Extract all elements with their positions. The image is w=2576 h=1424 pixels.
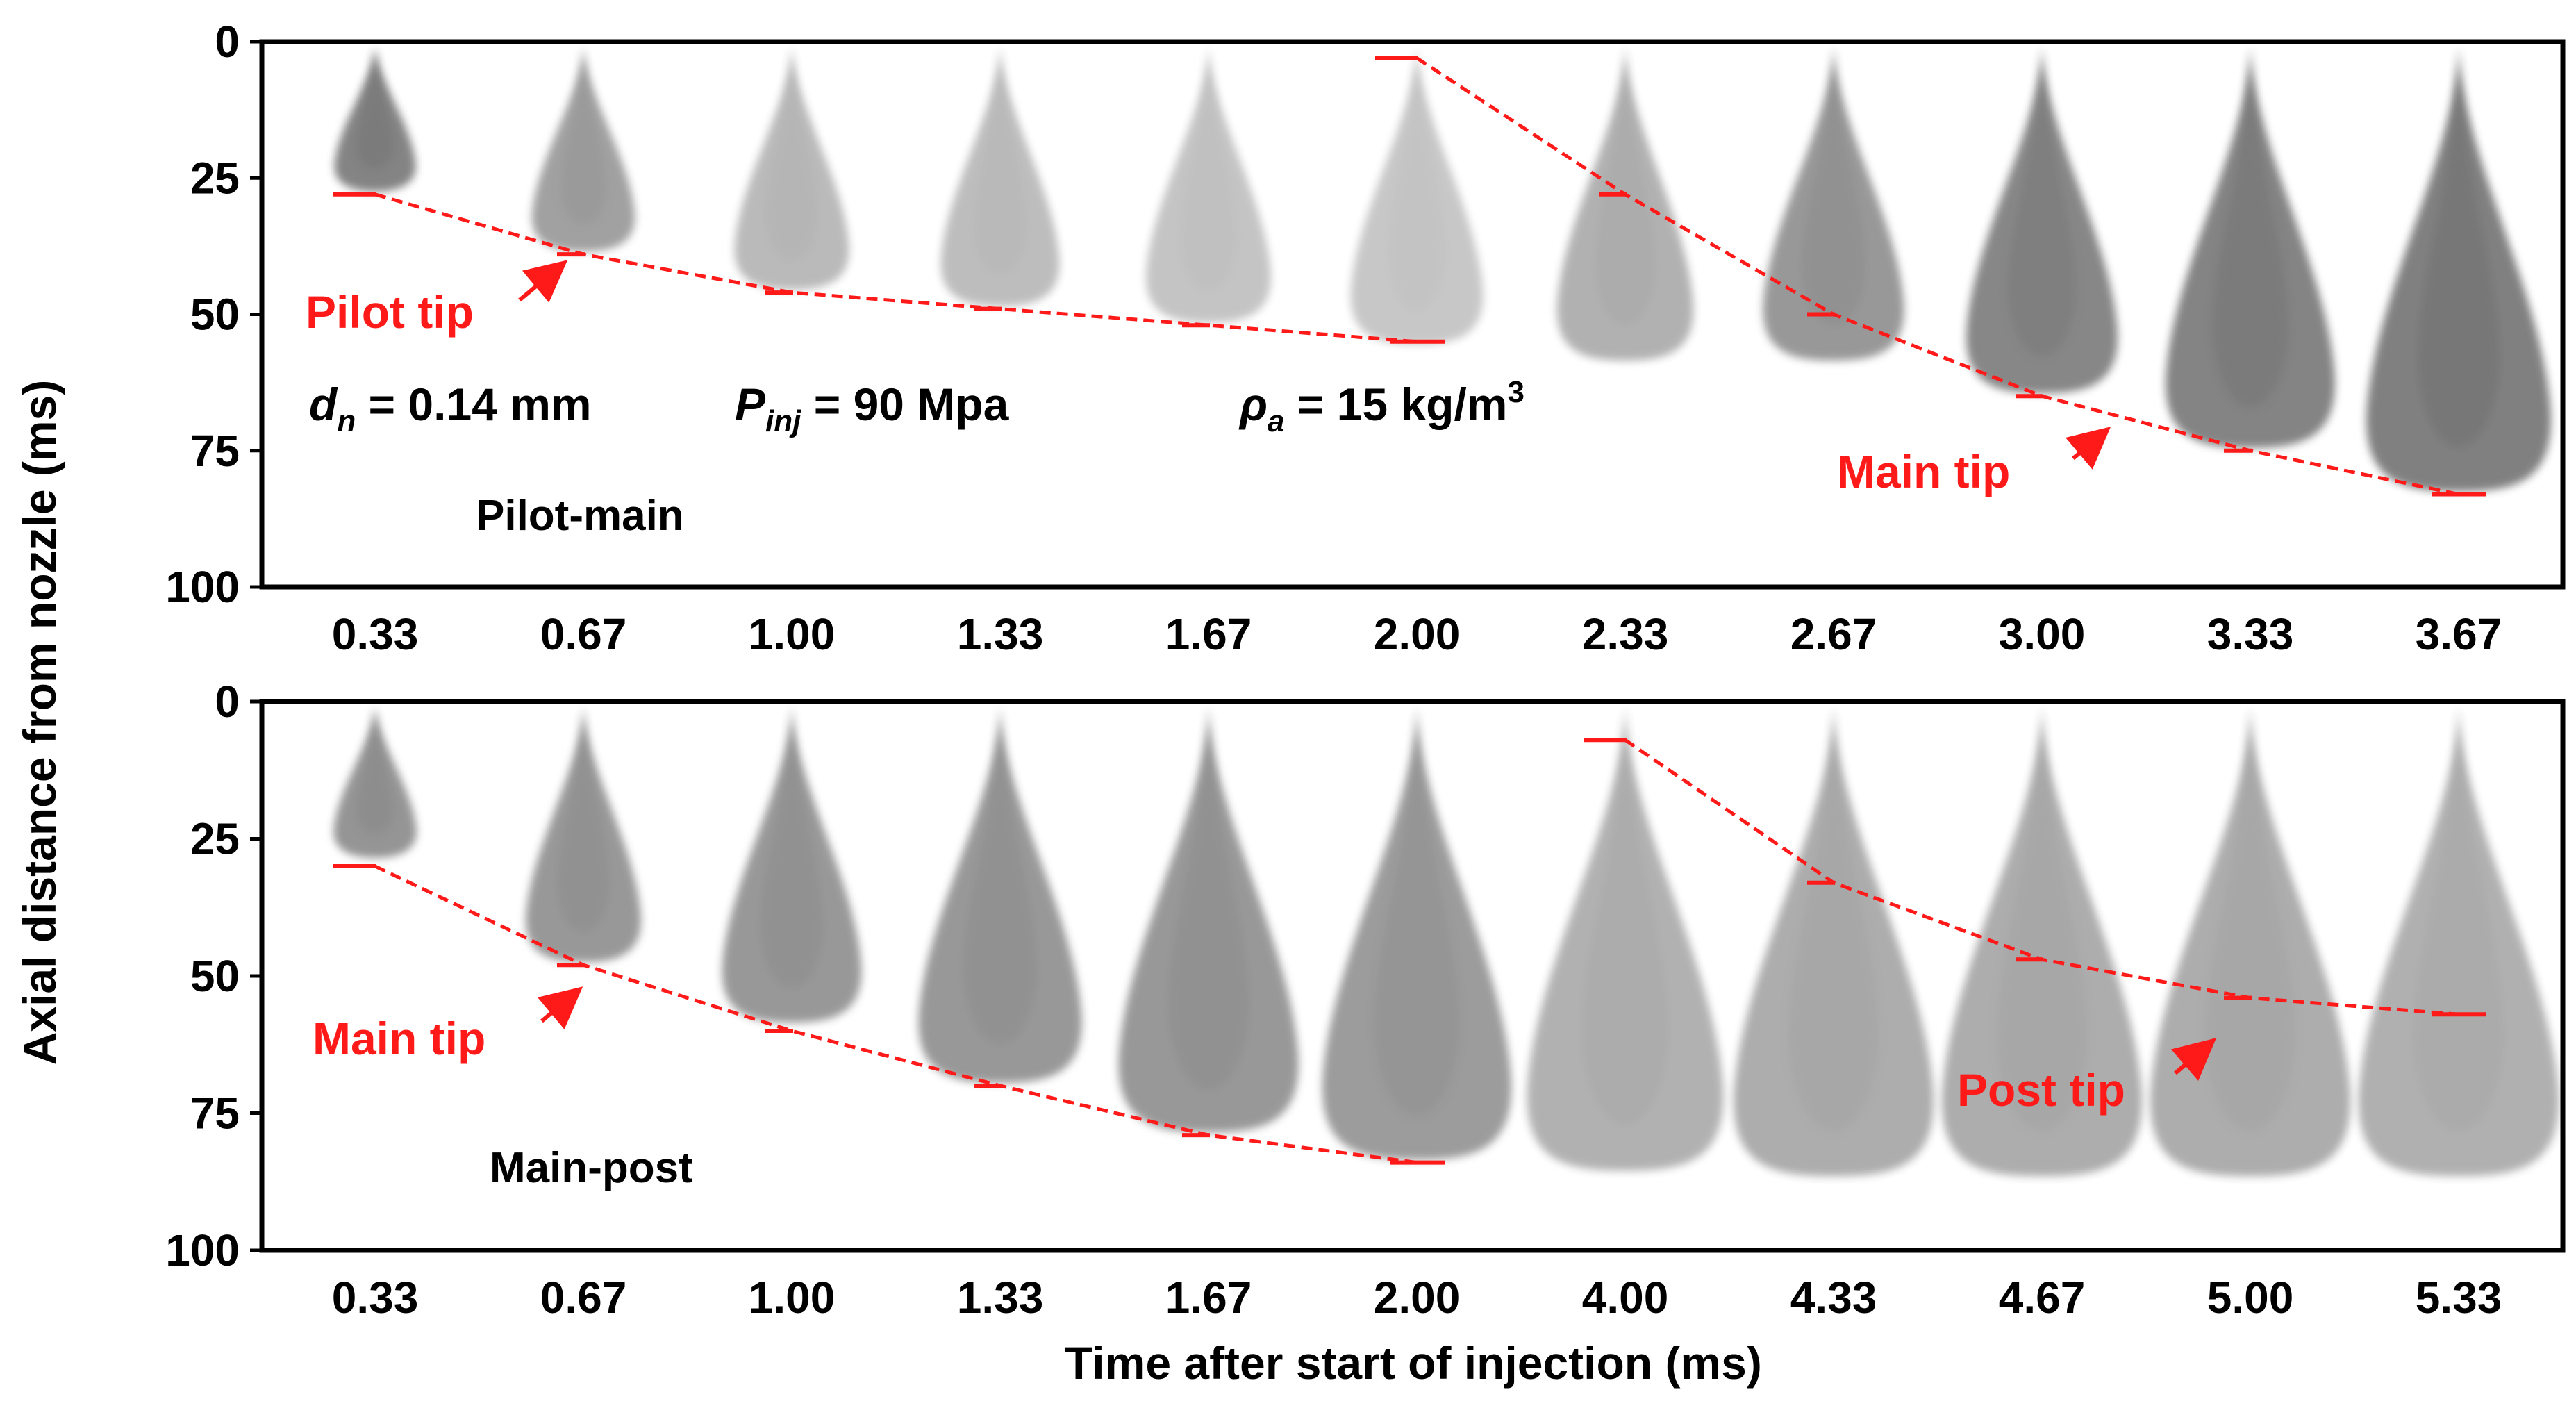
main-post-x-tick-label: 1.33 — [957, 1273, 1044, 1323]
pilot-main-x-ticks: 0.33 0.67 1.00 1.33 1.67 2.00 2.33 2.67 3.00 3.33… — [332, 609, 2502, 659]
main-post-x-tick-label: 2.00 — [1374, 1273, 1461, 1323]
main-post-y-tick-label: 50 — [190, 951, 240, 1001]
pilot-main-spray-plume — [2366, 47, 2551, 492]
main-tip-arrow-top — [2065, 427, 2111, 470]
main-post-x-tick-label: 5.00 — [2207, 1273, 2294, 1323]
pilot-main-x-tick-label: 0.33 — [332, 609, 419, 659]
pilot-main-y-tick-label: 75 — [190, 426, 240, 476]
main-post-x-tick-label: 1.00 — [749, 1273, 836, 1323]
pilot-main-x-tick-label: 3.67 — [2416, 609, 2502, 659]
main-post-spray-plume — [2150, 707, 2351, 1177]
main-post-spray-plume — [1733, 707, 1934, 1177]
main-post-x-tick-label: 0.67 — [540, 1273, 627, 1323]
post-tip-annotation: Post tip — [1957, 1064, 2125, 1116]
pilot-main-spray-plume — [1763, 47, 1904, 361]
main-post-x-tick-label: 5.33 — [2416, 1273, 2502, 1323]
pilot-main-tip-line-first — [374, 192, 1418, 344]
nozzle-diameter-label: dn = 0.14 mm — [309, 379, 592, 438]
pilot-main-x-tick-label: 1.00 — [749, 609, 836, 659]
main-post-y-tick-label: 75 — [190, 1088, 240, 1139]
main-post-x-tick-label: 0.33 — [332, 1273, 419, 1323]
main-post-x-tick-label: 1.67 — [1165, 1273, 1252, 1323]
injection-pressure-label: Pinj = 90 Mpa — [735, 379, 1010, 438]
main-post-spray-plume — [2358, 707, 2559, 1177]
pilot-main-x-tick-label: 1.33 — [957, 609, 1044, 659]
main-tip-annotation-bottom: Main tip — [313, 1013, 485, 1064]
pilot-main-tip-line-second — [1415, 56, 2459, 496]
pilot-main-panel: 0 25 50 75 100 0.33 0.67 1.00 1.33 1.67 2.00 2.33 2… — [165, 17, 2566, 659]
pilot-main-y-tick-label: 25 — [190, 153, 240, 203]
pilot-main-spray-plume — [734, 47, 849, 290]
pilot-main-x-tick-label: 0.67 — [540, 609, 627, 659]
main-post-x-tick-label: 4.00 — [1582, 1273, 1669, 1323]
main-post-y-ticks: 0 25 50 75 100 — [165, 677, 262, 1275]
main-post-x-ticks: 0.33 0.67 1.00 1.33 1.67 2.00 4.00 4.33 4.67 5.00… — [332, 1273, 2502, 1323]
pilot-main-y-ticks: 0 25 50 75 100 — [165, 17, 262, 612]
main-post-tip-line-first — [374, 864, 1418, 1165]
pilot-main-x-tick-label: 2.00 — [1374, 609, 1461, 659]
main-post-y-tick-label: 25 — [190, 814, 240, 864]
pilot-main-x-tick-label: 1.67 — [1165, 609, 1252, 659]
pilot-main-spray-plume — [1146, 47, 1271, 323]
pilot-main-label: Pilot-main — [476, 492, 684, 540]
pilot-main-spray-plume — [334, 47, 416, 192]
pilot-main-spray-images — [334, 47, 2551, 492]
pilot-main-x-tick-label: 2.33 — [1582, 609, 1669, 659]
main-post-spray-plume — [1118, 707, 1299, 1133]
main-post-spray-plume — [1527, 707, 1724, 1171]
x-axis-title: Time after start of injection (ms) — [1065, 1337, 1762, 1389]
main-post-spray-plume — [525, 707, 642, 963]
main-post-tip-lines — [333, 738, 2486, 1165]
y-axis-title: Axial distance from nozzle (ms) — [14, 380, 65, 1066]
main-post-spray-plume — [1322, 707, 1512, 1160]
pilot-main-spray-plume — [2166, 47, 2335, 448]
pilot-main-spray-plume — [531, 47, 635, 252]
main-tip-arrow-bottom — [537, 986, 583, 1029]
main-post-spray-images — [333, 707, 2559, 1177]
main-post-spray-plume — [722, 707, 862, 1023]
pilot-tip-arrow — [518, 260, 568, 303]
main-post-x-tick-label: 4.67 — [1999, 1273, 2086, 1323]
pilot-main-x-tick-label: 3.33 — [2207, 609, 2294, 659]
main-post-spray-plume — [333, 707, 417, 859]
pilot-main-x-tick-label: 2.67 — [1790, 609, 1877, 659]
main-post-spray-plume — [1941, 707, 2143, 1177]
pilot-main-spray-plume — [1966, 47, 2118, 394]
pilot-main-spray-plume — [1350, 47, 1484, 345]
post-tip-arrow — [2171, 1038, 2217, 1082]
pilot-tip-annotation: Pilot tip — [306, 286, 474, 338]
pilot-main-spray-plume — [1556, 47, 1694, 361]
pilot-main-y-tick-label: 100 — [165, 562, 240, 612]
pilot-main-y-tick-label: 50 — [190, 290, 240, 340]
main-post-label: Main-post — [490, 1144, 693, 1192]
main-post-y-tick-label: 0 — [215, 677, 240, 727]
pilot-main-spray-plume — [940, 47, 1060, 306]
pilot-main-y-tick-label: 0 — [215, 17, 240, 67]
main-post-y-tick-label: 100 — [165, 1225, 240, 1275]
ambient-density-label: ρa = 15 kg/m3 — [1238, 375, 1524, 438]
main-post-x-tick-label: 4.33 — [1790, 1273, 1877, 1323]
pilot-main-x-tick-label: 3.00 — [1999, 609, 2086, 659]
main-tip-annotation-top: Main tip — [1837, 446, 2010, 497]
main-post-panel: 0 25 50 75 100 0.33 0.67 1.00 1.33 1.67 2.00 4.00 4… — [165, 677, 2566, 1323]
pilot-main-tip-lines — [333, 56, 2486, 497]
main-post-spray-plume — [918, 707, 1082, 1084]
